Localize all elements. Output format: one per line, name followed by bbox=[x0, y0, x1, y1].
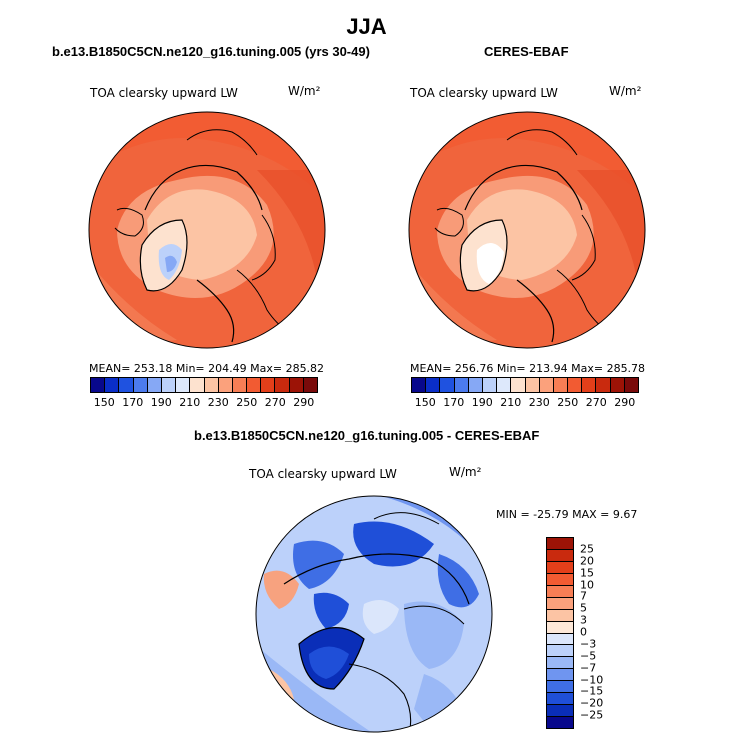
panel-3-colorbar-tick-label: 0 bbox=[580, 625, 587, 639]
panel-3-colorbar-tick-label: −10 bbox=[580, 673, 604, 686]
panel-3-colorbar-box-6 bbox=[547, 609, 573, 622]
panel-3-colorbar-tick-label: −20 bbox=[580, 696, 604, 710]
panel-2-colorbar-box-6 bbox=[497, 378, 512, 392]
panel-1-colorbar-tick-label: 190 bbox=[150, 396, 172, 409]
panel-1-colorbar-box-9 bbox=[218, 378, 233, 392]
panel-1-colorbar-tick-label: 230 bbox=[207, 396, 229, 409]
panel-2-colorbar-box-11 bbox=[568, 378, 583, 392]
panel-2-stats: MEAN= 256.76 Min= 213.94 Max= 285.78 bbox=[410, 362, 646, 375]
panel-2-colorbar: 150 170 190 210 230 250 270 290 bbox=[411, 377, 639, 410]
panel-1-colorbar: 150 170 190 210 230 250 270 290 bbox=[90, 377, 318, 410]
panel-3-stats: MIN = -25.79 MAX = 9.67 bbox=[496, 508, 638, 521]
panel-2-colorbar-box-0 bbox=[412, 378, 427, 392]
panel-3-colorbar-ticks: 25 20 15 10 7 5 3 0 −3 −5 −7 −10 −15 −20 −25 bbox=[580, 537, 620, 727]
panel-1-colorbar-box-6 bbox=[176, 378, 191, 392]
panel-3-colorbar-tick-label: 20 bbox=[580, 554, 594, 568]
panel-3-colorbar-box-4 bbox=[547, 585, 573, 598]
panel-3-colorbar-box-13 bbox=[547, 693, 573, 706]
panel-2-colorbar-box-14 bbox=[610, 378, 625, 392]
panel-1-colorbar-box-14 bbox=[289, 378, 304, 392]
panel-1-colorbar-box-4 bbox=[147, 378, 162, 392]
panel-3-title: b.e13.B1850C5CN.ne120_g16.tuning.005 - C… bbox=[194, 428, 540, 443]
panel-2-variable-label: TOA clearsky upward LW bbox=[410, 86, 558, 100]
panel-3-colorbar-tick-label: 15 bbox=[580, 566, 594, 580]
panel-2-colorbar-box-15 bbox=[624, 378, 638, 392]
panel-3-colorbar-tick-label: 25 bbox=[580, 542, 594, 556]
panel-3-variable-label: TOA clearsky upward LW bbox=[249, 467, 397, 481]
panel-3-colorbar-box-10 bbox=[547, 657, 573, 670]
panel-3-colorbar-box-7 bbox=[547, 621, 573, 634]
panel-2-colorbar-box-3 bbox=[454, 378, 469, 392]
panel-1-colorbar-box-5 bbox=[161, 378, 177, 392]
panel-3-units-label: W/m² bbox=[449, 465, 482, 479]
panel-2-colorbar-box-10 bbox=[553, 378, 569, 392]
panel-2-colorbar-box-2 bbox=[440, 378, 455, 392]
panel-3-colorbar-tick-label: −7 bbox=[580, 661, 597, 675]
panel-3-colorbar-tick-label: 10 bbox=[580, 578, 594, 591]
panel-3-colorbar-box-2 bbox=[547, 561, 573, 574]
panel-1-colorbar-box-13 bbox=[275, 378, 290, 392]
panel-2-colorbar-tick-label: 230 bbox=[528, 396, 550, 409]
panel-1-colorbar-box-7 bbox=[190, 378, 205, 392]
panel-3-colorbar-box-0 bbox=[547, 538, 573, 550]
panel-3-colorbar-tick-label: 5 bbox=[580, 601, 587, 615]
panel-1-colorbar-box-1 bbox=[105, 378, 120, 392]
panel-1-stats: MEAN= 253.18 Min= 204.49 Max= 285.82 bbox=[89, 362, 325, 375]
panel-1-colorbar-tick-label: 210 bbox=[179, 396, 201, 409]
panel-2-colorbar-tick-label: 150 bbox=[414, 396, 436, 409]
panel-2-colorbar-tick-label: 290 bbox=[614, 396, 636, 409]
panel-3-polar-map bbox=[255, 495, 493, 733]
panel-2-colorbar-box-1 bbox=[426, 378, 441, 392]
panel-1-colorbar-tick-label: 170 bbox=[122, 396, 144, 409]
panel-1-colorbar-box-15 bbox=[303, 378, 317, 392]
panel-3-colorbar-box-15 bbox=[547, 717, 573, 728]
panel-1-colorbar-box-3 bbox=[133, 378, 148, 392]
panel-3-colorbar-box-14 bbox=[547, 705, 573, 718]
panel-2-colorbar-tick-label: 210 bbox=[500, 396, 522, 409]
panel-2-colorbar-box-7 bbox=[511, 378, 526, 392]
panel-3-colorbar-box-9 bbox=[547, 645, 573, 658]
panel-3-colorbar-tick-label: 3 bbox=[580, 613, 587, 627]
panel-2-colorbar-tick-label: 270 bbox=[585, 396, 607, 409]
panel-1-units-label: W/m² bbox=[288, 84, 321, 98]
panel-1-polar-map bbox=[88, 111, 326, 349]
panel-1-colorbar-box-0 bbox=[91, 378, 106, 392]
panel-2-colorbar-box-12 bbox=[582, 378, 597, 392]
panel-3-colorbar-box-3 bbox=[547, 573, 573, 586]
panel-2-colorbar-box-13 bbox=[596, 378, 611, 392]
panel-2-colorbar-tick-label: 190 bbox=[471, 396, 493, 409]
panel-3-colorbar-box-12 bbox=[547, 681, 573, 694]
panel-2-colorbar-box-9 bbox=[539, 378, 554, 392]
panel-2-colorbar-tick-label: 170 bbox=[443, 396, 465, 409]
panel-1-colorbar-box-10 bbox=[232, 378, 248, 392]
panel-1-colorbar-box-2 bbox=[119, 378, 134, 392]
panel-3-colorbar-tick-label: 7 bbox=[580, 589, 587, 603]
panel-3-colorbar-box-8 bbox=[547, 633, 573, 646]
panel-2-colorbar-box-8 bbox=[525, 378, 540, 392]
panel-3-colorbar-tick-label: −5 bbox=[580, 649, 597, 663]
panel-1-colorbar-tick-label: 150 bbox=[93, 396, 115, 409]
panel-3-colorbar-box-11 bbox=[547, 669, 573, 682]
panel-1-colorbar-box-8 bbox=[204, 378, 219, 392]
panel-1-colorbar-tick-label: 250 bbox=[236, 396, 258, 409]
panel-2-title: CERES-EBAF bbox=[484, 44, 569, 59]
panel-1-variable-label: TOA clearsky upward LW bbox=[90, 86, 238, 100]
page-title: JJA bbox=[346, 14, 387, 39]
panel-1-title: b.e13.B1850C5CN.ne120_g16.tuning.005 (yr… bbox=[52, 44, 370, 59]
panel-3-colorbar bbox=[546, 537, 574, 729]
panel-1-colorbar-tick-label: 270 bbox=[264, 396, 286, 409]
panel-3-colorbar-tick-label: −15 bbox=[580, 684, 604, 698]
panel-2-colorbar-box-5 bbox=[482, 378, 498, 392]
panel-3-colorbar-box-5 bbox=[547, 597, 573, 610]
panel-3-colorbar-tick-label: −3 bbox=[580, 637, 597, 651]
panel-2-units-label: W/m² bbox=[609, 84, 642, 98]
panel-2-colorbar-tick-label: 250 bbox=[557, 396, 579, 409]
panel-1-colorbar-tick-label: 290 bbox=[293, 396, 315, 409]
panel-2-colorbar-box-4 bbox=[468, 378, 483, 392]
panel-3-colorbar-box-1 bbox=[547, 549, 573, 562]
panel-1-colorbar-box-11 bbox=[247, 378, 262, 392]
panel-3-colorbar-tick-label: −25 bbox=[580, 708, 604, 722]
panel-2-polar-map bbox=[408, 111, 646, 349]
panel-1-colorbar-box-12 bbox=[261, 378, 276, 392]
